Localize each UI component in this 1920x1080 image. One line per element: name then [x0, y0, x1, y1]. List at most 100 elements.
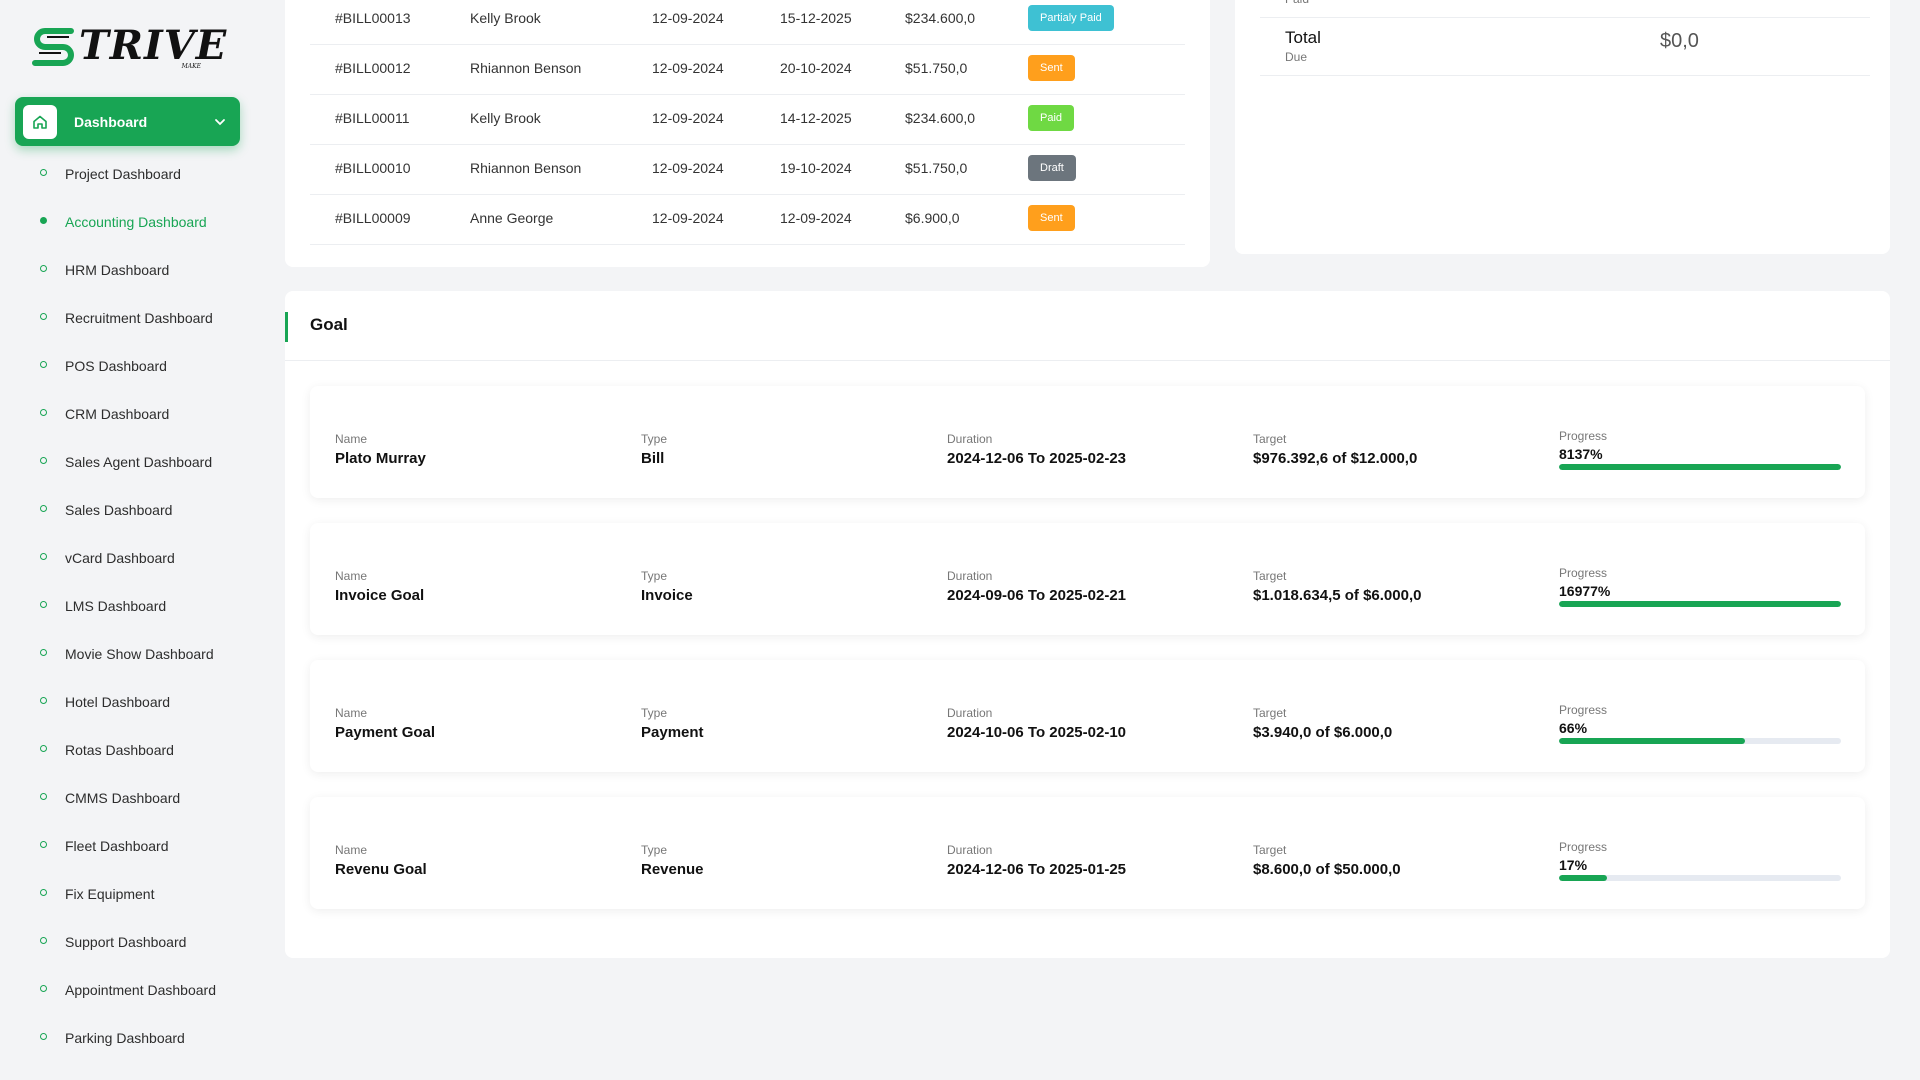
progress-bar	[1559, 738, 1841, 744]
goal-card: Goal Name Plato Murray Type Bill Duration 202…	[285, 291, 1890, 958]
sidebar-item-cmms-dashboard[interactable]: CMMS Dashboard	[0, 776, 260, 824]
goal-name-field: Name Revenu Goal	[335, 843, 427, 879]
nav-dashboard-toggle[interactable]: Dashboard	[15, 97, 240, 146]
sidebar-item-fix-equipment[interactable]: Fix Equipment	[0, 872, 260, 920]
sidebar: TRIVE MAKE Dashboard Project Dashboard Ac…	[0, 0, 260, 1080]
goal-target: $976.392,6 of $12.000,0	[1253, 450, 1418, 467]
bill-date: 12-09-2024	[652, 110, 724, 126]
goal-name-field: Name Payment Goal	[335, 706, 435, 742]
sidebar-item-vcard-dashboard[interactable]: vCard Dashboard	[0, 536, 260, 584]
goal-duration-field: Duration 2024-12-06 To 2025-02-23	[947, 432, 1126, 468]
total-subtitle: Due	[1285, 50, 1308, 64]
total-row: TotalPaid$0,0	[1260, 0, 1870, 18]
sidebar-item-hrm-dashboard[interactable]: HRM Dashboard	[0, 248, 260, 296]
brand-logo[interactable]: TRIVE MAKE	[31, 20, 226, 72]
sidebar-item-crm-dashboard[interactable]: CRM Dashboard	[0, 392, 260, 440]
goal-type: Revenue	[641, 861, 704, 878]
goal-name: Invoice Goal	[335, 587, 425, 604]
goal-progress-value: 66%	[1559, 720, 1588, 736]
bill-date: 12-09-2024	[652, 210, 724, 226]
sidebar-item-pos-dashboard[interactable]: POS Dashboard	[0, 344, 260, 392]
sidebar-item-parking-dashboard[interactable]: Parking Dashboard	[0, 1016, 260, 1064]
goal-header: Goal	[285, 291, 1890, 361]
goal-progress-label: Progress	[1559, 429, 1608, 443]
sidebar-item-recruitment-dashboard[interactable]: Recruitment Dashboard	[0, 296, 260, 344]
bill-id[interactable]: #BILL00009	[335, 210, 411, 226]
status-badge: Partialy Paid	[1028, 5, 1114, 31]
goal-target-field: Target $3.940,0 of $6.000,0	[1253, 706, 1392, 742]
bill-id[interactable]: #BILL00011	[335, 110, 410, 126]
progress-bar	[1559, 464, 1841, 470]
goal-type-field: Type Revenue	[641, 843, 704, 879]
goal-progress-field: Progress 8137%	[1559, 429, 1841, 470]
sidebar-item-sales-agent-dashboard[interactable]: Sales Agent Dashboard	[0, 440, 260, 488]
bill-id[interactable]: #BILL00010	[335, 160, 411, 176]
bill-vendor: Rhiannon Benson	[470, 60, 582, 76]
goal-progress-label: Progress	[1559, 566, 1608, 580]
goal-target-field: Target $976.392,6 of $12.000,0	[1253, 432, 1417, 468]
goal-progress-field: Progress 16977%	[1559, 566, 1841, 607]
sidebar-item-project-dashboard[interactable]: Project Dashboard	[0, 152, 260, 200]
table-row[interactable]: #BILL00010 Rhiannon Benson 12-09-2024 19-10…	[310, 145, 1185, 195]
total-value: $0,0	[1660, 30, 1699, 52]
sidebar-item-label: Accounting Dashboard	[65, 214, 207, 230]
sidebar-item-rotas-dashboard[interactable]: Rotas Dashboard	[0, 728, 260, 776]
bill-date: 12-09-2024	[652, 60, 724, 76]
status-badge: Sent	[1028, 205, 1075, 231]
table-row[interactable]: #BILL00009 Anne George 12-09-2024 12-09-202…	[310, 195, 1185, 245]
bullet-icon	[40, 313, 47, 320]
goal-progress-value: 8137%	[1559, 446, 1603, 462]
goal-name-label: Name	[335, 843, 368, 857]
bullet-icon	[40, 793, 47, 800]
bill-id[interactable]: #BILL00013	[335, 10, 411, 26]
bill-amount: $234.600,0	[905, 110, 976, 126]
goal-item: Name Plato Murray Type Bill Duration 2024-12-…	[310, 386, 1865, 498]
sidebar-item-lms-dashboard[interactable]: LMS Dashboard	[0, 584, 260, 632]
sidebar-item-hotel-dashboard[interactable]: Hotel Dashboard	[0, 680, 260, 728]
table-row[interactable]: #BILL00013 Kelly Brook 12-09-2024 15-12-202…	[310, 0, 1185, 45]
bill-due-date: 15-12-2025	[780, 10, 852, 26]
goal-target-label: Target	[1253, 706, 1287, 720]
sidebar-item-accounting-dashboard[interactable]: Accounting Dashboard	[0, 200, 260, 248]
sidebar-item-label: Project Dashboard	[65, 166, 181, 182]
bullet-icon	[40, 841, 47, 848]
goal-title: Goal	[310, 315, 348, 334]
goal-duration-field: Duration 2024-09-06 To 2025-02-21	[947, 569, 1126, 605]
table-row[interactable]: #BILL00011 Kelly Brook 12-09-2024 14-12-202…	[310, 95, 1185, 145]
bullet-icon	[40, 553, 47, 560]
bill-amount: $51.750,0	[905, 160, 968, 176]
bill-vendor: Kelly Brook	[470, 110, 541, 126]
goal-duration-label: Duration	[947, 843, 993, 857]
status-badge: Sent	[1028, 55, 1075, 81]
bullet-icon	[40, 361, 47, 368]
sidebar-item-appointment-dashboard[interactable]: Appointment Dashboard	[0, 968, 260, 1016]
sidebar-item-fleet-dashboard[interactable]: Fleet Dashboard	[0, 824, 260, 872]
goal-progress-value: 17%	[1559, 857, 1588, 873]
sidebar-item-label: Appointment Dashboard	[65, 982, 216, 998]
goal-name: Payment Goal	[335, 724, 436, 741]
bullet-icon	[40, 169, 47, 176]
bill-due-date: 14-12-2025	[780, 110, 852, 126]
bullet-icon	[40, 889, 47, 896]
brand-tagline: MAKE	[181, 63, 201, 70]
bullet-icon	[40, 265, 47, 272]
sidebar-item-movie-show-dashboard[interactable]: Movie Show Dashboard	[0, 632, 260, 680]
sidebar-item-label: Fix Equipment	[65, 886, 155, 902]
sidebar-item-label: Fleet Dashboard	[65, 838, 169, 854]
bill-vendor: Rhiannon Benson	[470, 160, 582, 176]
bullet-icon	[40, 649, 47, 656]
bill-due-date: 19-10-2024	[780, 160, 852, 176]
goal-progress-label: Progress	[1559, 703, 1608, 717]
chevron-down-icon	[214, 116, 226, 128]
bill-id[interactable]: #BILL00012	[335, 60, 411, 76]
progress-bar-fill	[1559, 875, 1607, 881]
total-row: Total Due $0,0	[1260, 18, 1870, 76]
sidebar-item-support-dashboard[interactable]: Support Dashboard	[0, 920, 260, 968]
status-badge: Draft	[1028, 155, 1076, 181]
bullet-icon	[40, 745, 47, 752]
goal-item: Name Revenu Goal Type Revenue Duration 2024-1…	[310, 797, 1865, 909]
progress-bar	[1559, 601, 1841, 607]
sidebar-item-sales-dashboard[interactable]: Sales Dashboard	[0, 488, 260, 536]
goal-name-label: Name	[335, 432, 368, 446]
table-row[interactable]: #BILL00012 Rhiannon Benson 12-09-2024 20-10…	[310, 45, 1185, 95]
